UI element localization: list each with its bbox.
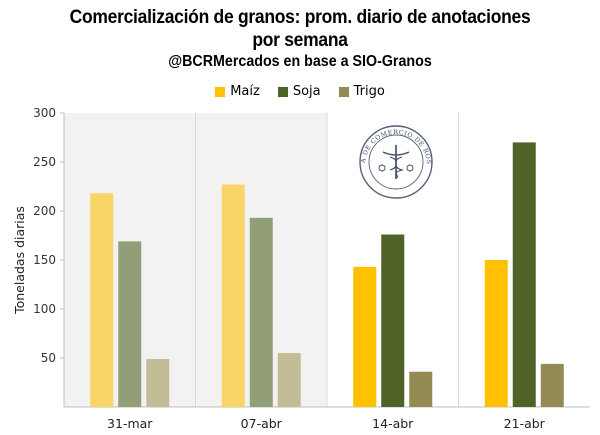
chart-title-block: Comercialización de granos: prom. diario… xyxy=(0,6,600,71)
legend-label-soja: Soja xyxy=(292,84,321,99)
bar-trigo-31-mar xyxy=(146,358,170,407)
chart-title: Comercialización de granos: prom. diario… xyxy=(69,7,531,28)
bar-trigo-07-abr xyxy=(277,353,301,407)
x-tick-label: 14-abr xyxy=(372,416,414,431)
chart-labels: 50 100 150 200 250 300 Toneladas diarias 31-mar… xyxy=(12,106,546,431)
legend-item-maiz: Maíz xyxy=(215,84,260,99)
y-tick-label: 150 xyxy=(33,253,56,267)
legend-label-trigo: Trigo xyxy=(353,84,385,99)
seal-dot-left xyxy=(378,164,386,172)
seal-serpent-2 xyxy=(389,156,403,171)
bar-soja-07-abr xyxy=(249,217,273,407)
legend-swatch-soja xyxy=(277,86,288,97)
y-tick-label: 100 xyxy=(33,302,56,316)
chart-legend: Maíz Soja Trigo xyxy=(0,84,600,99)
bar-soja-31-mar xyxy=(118,241,142,407)
y-axis-label: Toneladas diarias xyxy=(12,206,27,315)
bar-maz-14-abr xyxy=(353,266,377,407)
seal-wings xyxy=(382,151,410,156)
legend-item-trigo: Trigo xyxy=(338,84,385,99)
bar-maz-21-abr xyxy=(484,260,508,407)
x-tick-label: 21-abr xyxy=(504,416,546,431)
seal-dot-right xyxy=(406,164,414,172)
bar-soja-14-abr xyxy=(381,234,405,407)
bar-trigo-14-abr xyxy=(409,371,433,407)
chart-bars xyxy=(90,142,564,407)
seal-inner-ring xyxy=(368,134,424,190)
x-tick-label: 07-abr xyxy=(241,416,283,431)
legend-swatch-maiz xyxy=(215,86,226,97)
y-tick-label: 250 xyxy=(33,155,56,169)
y-tick-label: 50 xyxy=(41,351,56,365)
bar-maz-07-abr xyxy=(221,184,245,407)
legend-label-maiz: Maíz xyxy=(230,84,260,99)
bar-maz-31-mar xyxy=(90,193,114,407)
x-tick-label: 31-mar xyxy=(107,416,153,431)
bar-soja-21-abr xyxy=(512,142,536,407)
chart-subtitle: @BCRMercados en base a SIO-Granos xyxy=(168,53,432,70)
bar-trigo-21-abr xyxy=(540,363,564,407)
chart-title-line2: por semana xyxy=(252,30,348,51)
y-tick-label: 200 xyxy=(33,204,56,218)
legend-swatch-trigo xyxy=(338,86,349,97)
y-tick-label: 300 xyxy=(33,106,56,120)
legend-item-soja: Soja xyxy=(277,84,321,99)
